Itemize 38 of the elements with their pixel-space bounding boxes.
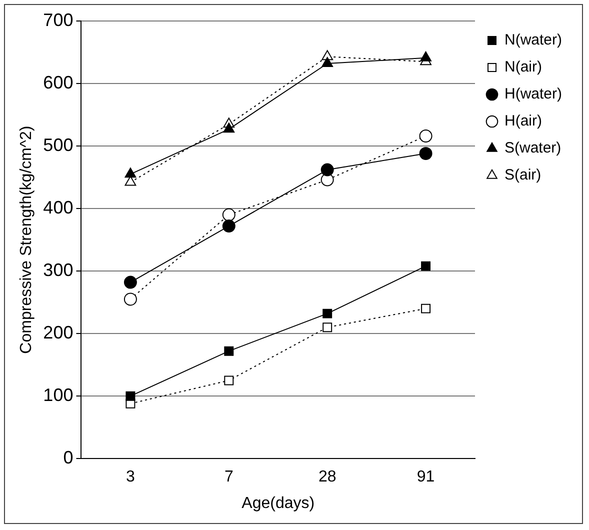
legend-label: N(air) <box>504 58 542 76</box>
legend-label: S(water) <box>504 140 562 157</box>
y-tick-label: 500 <box>43 134 74 155</box>
point <box>222 220 236 233</box>
point <box>126 391 136 401</box>
y-tick-label: 0 <box>63 448 74 468</box>
point <box>322 57 334 68</box>
y-tick-label: 600 <box>43 72 74 92</box>
point <box>223 122 235 133</box>
point <box>224 376 234 386</box>
legend-label: S(air) <box>504 166 542 184</box>
point <box>222 208 236 222</box>
y-tick-label: 700 <box>43 10 74 30</box>
point <box>420 51 432 62</box>
point <box>419 147 432 160</box>
point <box>124 292 137 306</box>
y-tick-label: 300 <box>43 260 74 280</box>
y-tick-label: 400 <box>43 198 74 218</box>
point <box>224 346 234 356</box>
legend-label: H(air) <box>504 112 542 130</box>
point <box>419 130 432 143</box>
y-axis-title: Compressive Strength(kg/cm^2) <box>18 126 36 354</box>
x-tick-label: 28 <box>318 468 336 486</box>
point <box>421 304 431 314</box>
legend-label: N(water) <box>504 32 562 49</box>
point <box>320 163 334 176</box>
point <box>124 276 137 289</box>
point <box>421 261 431 271</box>
y-tick-label: 100 <box>43 385 74 406</box>
x-tick-label: 7 <box>224 468 234 486</box>
x-axis-title: Age(days) <box>242 494 315 512</box>
y-tick-label: 200 <box>43 322 74 343</box>
x-tick-label: 3 <box>126 468 135 486</box>
point <box>322 322 332 332</box>
legend-label: H(water) <box>504 86 562 103</box>
x-tick-label: 91 <box>416 468 435 486</box>
point <box>124 168 136 178</box>
point <box>322 308 332 318</box>
